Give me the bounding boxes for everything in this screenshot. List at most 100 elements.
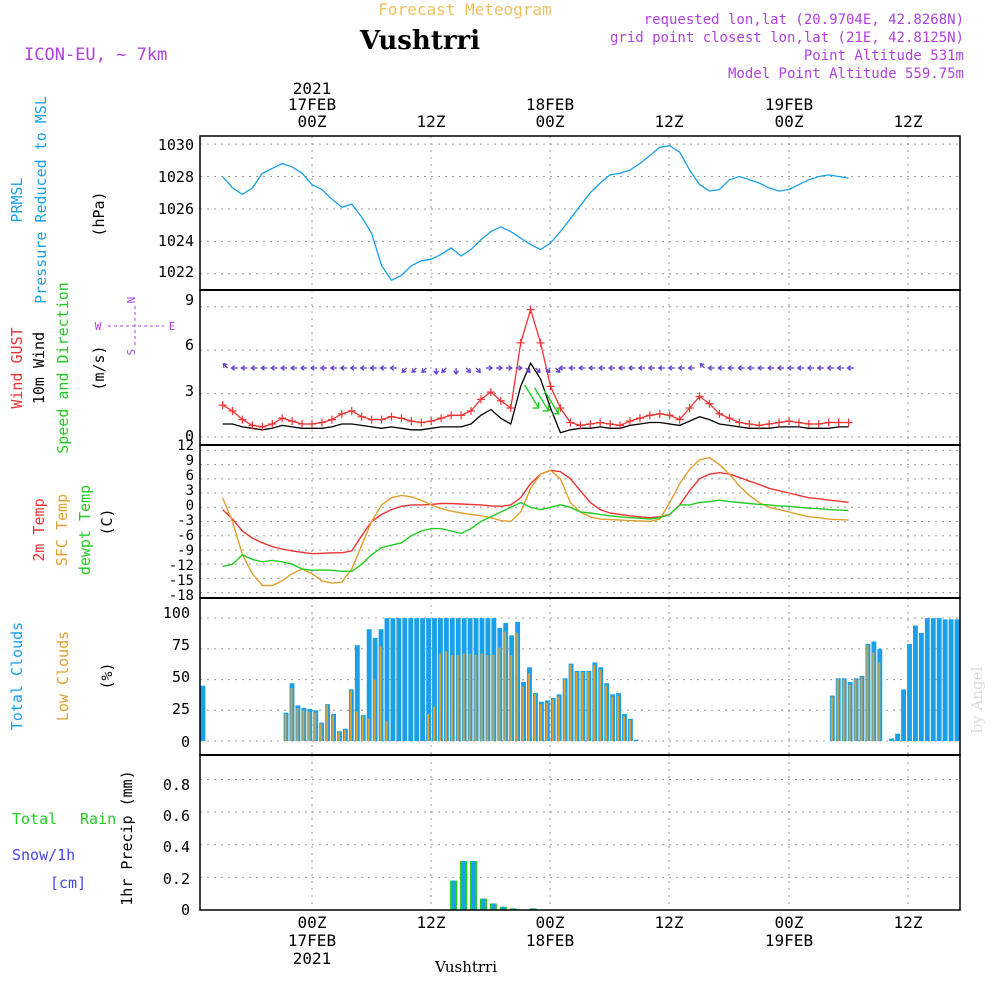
y-tick-label: 6 [186, 468, 194, 484]
precip-total-label: Total [12, 810, 57, 828]
wind-direction-arrowhead [230, 365, 236, 371]
wind-ticks: 0 3 6 9 [185, 291, 194, 445]
total-cloud-bar [954, 619, 960, 741]
wind-direction-arrowhead [598, 365, 603, 371]
precip-unit: 1hr Precip (mm) [118, 770, 136, 905]
low-cloud-bar [872, 652, 875, 741]
total-cloud-bar [913, 625, 918, 741]
wind-direction-arrowhead [737, 365, 742, 371]
low-cloud-bar [563, 679, 566, 741]
low-cloud-bar [557, 696, 560, 741]
wind-direction-arrowhead [309, 365, 315, 371]
wind-direction-arrowhead [525, 368, 531, 373]
y-tick-label: 1030 [158, 136, 194, 154]
low-cloud-bar [605, 685, 608, 741]
bottom-date-18feb: 18FEB [526, 931, 574, 950]
wind-direction-arrowhead [568, 365, 573, 371]
temp-dewpt-label: dewpt Temp [76, 485, 94, 575]
total-cloud-bar [396, 618, 402, 741]
wind-direction-arrowhead [518, 365, 523, 371]
rain-bar-core [511, 908, 515, 910]
low-cloud-bar [468, 653, 471, 741]
total-cloud-bar [889, 738, 895, 741]
precip-snow-label: Snow/1h [12, 846, 75, 864]
wind-direction-arrowhead [508, 365, 513, 371]
y-tick-label: -3 [177, 513, 194, 529]
bottom-date-17feb: 17FEB [288, 931, 336, 950]
plot-layer [200, 145, 960, 911]
wind-direction-arrowhead [280, 365, 285, 371]
low-cloud-bar [492, 655, 495, 741]
wind-direction-arrowhead [637, 365, 643, 371]
wind-direction-arrowhead [796, 365, 802, 371]
wind-speed-arrow [543, 390, 560, 415]
low-cloud-bar [842, 679, 845, 741]
wind-direction-arrowhead [627, 365, 633, 371]
wind-direction-arrowhead [826, 365, 832, 371]
low-cloud-bar [551, 699, 554, 741]
wind-direction-arrowhead [389, 365, 395, 371]
low-cloud-bar [516, 632, 519, 741]
wind-direction-arrowhead [441, 368, 447, 373]
pressure-ticks: 1022 1024 1026 1028 1030 [158, 136, 194, 281]
wind-direction-arrowhead [717, 365, 723, 371]
wind-speed-arrow [533, 387, 550, 412]
low-cloud-bar [433, 706, 435, 741]
wind-direction-arrowhead [488, 365, 494, 371]
low-cloud-bar [628, 720, 631, 741]
total-cloud-bar [924, 618, 930, 741]
low-cloud-bar [522, 686, 525, 741]
wind-direction-arrowhead [667, 365, 673, 371]
low-cloud-bar [450, 655, 453, 741]
wind-direction-arrowhead [240, 365, 246, 371]
compass-w: W [95, 320, 102, 333]
low-cloud-bar [611, 696, 614, 741]
y-tick-label: 0 [181, 901, 190, 919]
total-clouds-label: Total Clouds [8, 622, 26, 730]
top-hour-label: 00Z [536, 112, 565, 131]
wind-direction-arrowhead [270, 365, 275, 371]
top-hour-label: 00Z [298, 112, 327, 131]
low-cloud-bar [581, 672, 584, 741]
footer-location: Vushtrri [434, 958, 497, 976]
wind-direction-arrowhead [657, 365, 663, 371]
total-cloud-bar [633, 739, 639, 741]
wind-direction-arrowhead [588, 365, 593, 371]
y-tick-label: 0.6 [163, 807, 190, 825]
grid-layer [200, 136, 960, 911]
low-cloud-bar [878, 662, 881, 741]
compass-e: E [169, 320, 176, 333]
wind-speed-arrow [524, 384, 540, 409]
total-cloud-bar [366, 629, 372, 741]
low-cloud-bar [444, 651, 447, 741]
total-cloud-bar [384, 618, 390, 741]
top-year: 2021 [293, 79, 332, 98]
low-clouds-label: Low Clouds [54, 631, 72, 721]
total-cloud-bar [432, 618, 437, 741]
wind-direction-arrowhead [339, 365, 345, 371]
top-hour-label: 12Z [894, 112, 923, 131]
rain-bar-core [491, 903, 495, 910]
y-tick-label: 3 [186, 483, 194, 499]
wind-direction-arrowhead [290, 365, 295, 371]
wind-direction-arrowhead [466, 368, 472, 373]
clouds-ticks: 0 25 50 75 100 [163, 604, 190, 751]
low-cloud-bar [599, 669, 602, 741]
low-cloud-bar [510, 655, 513, 741]
wind-direction-arrowhead [836, 365, 842, 371]
wind-direction-arrowhead [535, 368, 541, 373]
temp-ticks: -18 -15 -12 -9 -6 -3 0 3 6 9 12 [169, 438, 194, 604]
y-tick-label: 9 [186, 453, 194, 469]
total-cloud-bar [948, 619, 954, 741]
precip-snow-unit: [cm] [50, 874, 86, 892]
y-tick-label: 3 [185, 382, 194, 400]
temp-dewpt-line [222, 499, 849, 572]
total-cloud-bar [901, 689, 906, 741]
model-name: ICON-EU, ~ 7km [24, 45, 167, 65]
chart-subtitle: Forecast Meteogram [378, 0, 551, 19]
wind-10m-line [222, 361, 849, 434]
wind-direction-arrowhead [329, 365, 335, 371]
wind-direction-arrowhead [806, 365, 812, 371]
bottom-hour-label: 12Z [894, 913, 923, 932]
rain-bar-core [501, 906, 505, 910]
